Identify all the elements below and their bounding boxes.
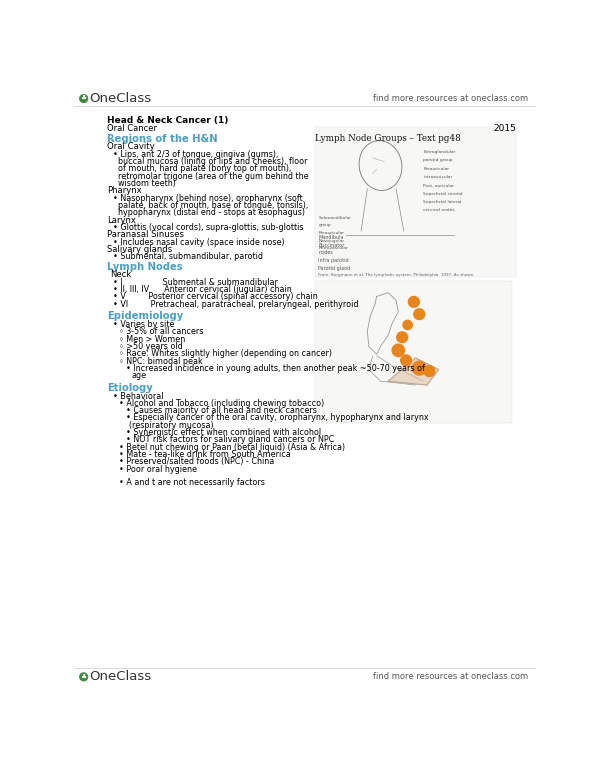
Bar	[315, 127, 516, 277]
Text: • Nasopharynx (behind nose), oropharynx (soft: • Nasopharynx (behind nose), oropharynx …	[113, 193, 303, 203]
Text: cervical nodes: cervical nodes	[423, 208, 455, 212]
Text: • Causes majority of all head and neck cancers: • Causes majority of all head and neck c…	[126, 407, 317, 415]
Text: • Betel nut chewing or Paan (betal liquid) (Asia & Africa): • Betel nut chewing or Paan (betal liqui…	[120, 443, 346, 452]
Text: OneClass: OneClass	[89, 671, 151, 683]
Text: Mandibula: Mandibula	[318, 235, 344, 239]
Text: • Behavioral: • Behavioral	[113, 391, 164, 400]
Text: Post. auricular: Post. auricular	[423, 184, 454, 188]
Text: Head & Neck Cancer (1): Head & Neck Cancer (1)	[107, 116, 228, 125]
Circle shape	[403, 320, 412, 330]
Text: • Lips, ant 2/3 of tongue, gingiva (gums),: • Lips, ant 2/3 of tongue, gingiva (gums…	[113, 149, 278, 159]
Text: • Synergistic effect when combined with alcohol: • Synergistic effect when combined with …	[126, 428, 321, 437]
Polygon shape	[389, 358, 439, 385]
Text: • I                Submental & submandibular: • I Submental & submandibular	[113, 277, 278, 286]
Text: wisdom teeth): wisdom teeth)	[118, 179, 176, 188]
Text: age: age	[131, 371, 147, 380]
Text: • Alcohol and Tobacco (including chewing tobacco): • Alcohol and Tobacco (including chewing…	[120, 399, 325, 408]
Text: OneClass: OneClass	[89, 92, 151, 105]
Text: Buccinator: Buccinator	[318, 243, 345, 247]
Text: Larynx: Larynx	[107, 216, 136, 225]
Bar	[315, 281, 512, 424]
Text: ♣: ♣	[80, 674, 87, 680]
Text: Paranasal Sinuses: Paranasal Sinuses	[107, 230, 184, 239]
Text: • Poor oral hygiene: • Poor oral hygiene	[120, 464, 198, 474]
Text: Neck: Neck	[110, 270, 131, 280]
Text: ◦ Men > Women: ◦ Men > Women	[120, 334, 186, 343]
Circle shape	[412, 361, 426, 375]
Circle shape	[80, 673, 87, 681]
Text: • Increased incidence in young adults, then another peak ~50-70 years of: • Increased incidence in young adults, t…	[126, 363, 424, 373]
Text: Etiology: Etiology	[107, 383, 153, 393]
Circle shape	[397, 332, 408, 343]
Circle shape	[400, 355, 412, 366]
Text: • Glottis (vocal cords), supra-glottis, sub-glottis: • Glottis (vocal cords), supra-glottis, …	[113, 223, 303, 232]
Text: Oral Cancer: Oral Cancer	[107, 124, 157, 133]
Text: • V         Posterior cervical (spinal accessory) chain: • V Posterior cervical (spinal accessory…	[113, 292, 318, 301]
Text: Preauricular: Preauricular	[318, 231, 345, 235]
Text: Nasojugular: Nasojugular	[318, 239, 345, 243]
Text: Submandibular: Submandibular	[318, 216, 352, 219]
Text: Superficial lateral: Superficial lateral	[423, 200, 462, 204]
Circle shape	[424, 366, 435, 377]
Text: palate, back of mouth, base of tongue, tonsils),: palate, back of mouth, base of tongue, t…	[118, 201, 308, 210]
Text: Extraglandular: Extraglandular	[423, 150, 455, 154]
Text: Retrovascular: Retrovascular	[318, 246, 348, 250]
Text: • Preserved/salted foods (NPC) - China: • Preserved/salted foods (NPC) - China	[120, 457, 274, 467]
Text: ◦ Race: Whites slightly higher (depending on cancer): ◦ Race: Whites slightly higher (dependin…	[120, 349, 333, 358]
Text: • Mate - tea-like drink from South America: • Mate - tea-like drink from South Ameri…	[120, 450, 291, 459]
Circle shape	[80, 95, 87, 102]
Text: • II, III, IV      Anterior cervical (jugular) chain: • II, III, IV Anterior cervical (jugular…	[113, 285, 292, 294]
Text: • NOT risk factors for salivary gland cancers or NPC: • NOT risk factors for salivary gland ca…	[126, 435, 334, 444]
Text: • VI         Pretracheal, paratracheal, prelaryngeal, perithyroid: • VI Pretracheal, paratracheal, prelaryn…	[113, 300, 359, 309]
Text: Regions of the H&N: Regions of the H&N	[107, 134, 218, 144]
Text: parotid group: parotid group	[423, 158, 453, 162]
Text: Superficial carotid: Superficial carotid	[423, 192, 463, 196]
Circle shape	[414, 309, 425, 320]
Text: ◦ >50 years old: ◦ >50 years old	[120, 342, 183, 351]
Circle shape	[392, 344, 405, 357]
Text: • Especially cancer of the oral cavity, oropharynx, hypopharynx and larynx: • Especially cancer of the oral cavity, …	[126, 413, 428, 423]
Circle shape	[408, 296, 419, 307]
Text: find more resources at oneclass.com: find more resources at oneclass.com	[372, 672, 528, 681]
Text: of mouth, hard palate (bony top of mouth),: of mouth, hard palate (bony top of mouth…	[118, 165, 291, 173]
Text: • Varies by site: • Varies by site	[113, 320, 174, 329]
Text: • Includes nasal cavity (space inside nose): • Includes nasal cavity (space inside no…	[113, 237, 285, 246]
Text: ◦ NPC: bimodal peak: ◦ NPC: bimodal peak	[120, 357, 203, 366]
Text: ◦ 3-5% of all cancers: ◦ 3-5% of all cancers	[120, 327, 203, 336]
Text: (respiratory mucosa): (respiratory mucosa)	[129, 420, 213, 430]
Text: retromolar trigone (area of the gum behind the: retromolar trigone (area of the gum behi…	[118, 172, 308, 181]
Text: 2015: 2015	[493, 124, 516, 133]
Text: Salivary glands: Salivary glands	[107, 245, 172, 254]
Text: Parotid gland: Parotid gland	[318, 266, 351, 270]
Text: hypopharynx (distal end - stops at esophagus): hypopharynx (distal end - stops at esoph…	[118, 208, 305, 217]
Text: buccal mucosa (lining of lips and cheeks), floor: buccal mucosa (lining of lips and cheeks…	[118, 157, 307, 166]
Text: Epidemiology: Epidemiology	[107, 311, 183, 321]
Text: Pharynx: Pharynx	[107, 186, 142, 196]
Text: Preauricular: Preauricular	[423, 167, 449, 171]
Text: Oral Cavity: Oral Cavity	[107, 142, 155, 152]
Text: nodes: nodes	[318, 250, 333, 255]
Text: Lymph Nodes: Lymph Nodes	[107, 262, 183, 272]
Text: find more resources at oneclass.com: find more resources at oneclass.com	[372, 94, 528, 103]
Text: ♣: ♣	[80, 95, 87, 102]
Text: Infra parotid: Infra parotid	[318, 258, 349, 263]
Text: intraauricular: intraauricular	[423, 175, 452, 179]
Text: group: group	[318, 223, 331, 227]
Text: Lymph Node Groups – Text pg48: Lymph Node Groups – Text pg48	[315, 134, 461, 143]
Text: From: Bergmann et al. The lymphatic system. Philadelphia. 1997. As shown.: From: Bergmann et al. The lymphatic syst…	[318, 273, 475, 277]
Text: • Submental, submandibular, parotid: • Submental, submandibular, parotid	[113, 252, 263, 261]
Text: • A and t are not necessarily factors: • A and t are not necessarily factors	[120, 478, 265, 487]
